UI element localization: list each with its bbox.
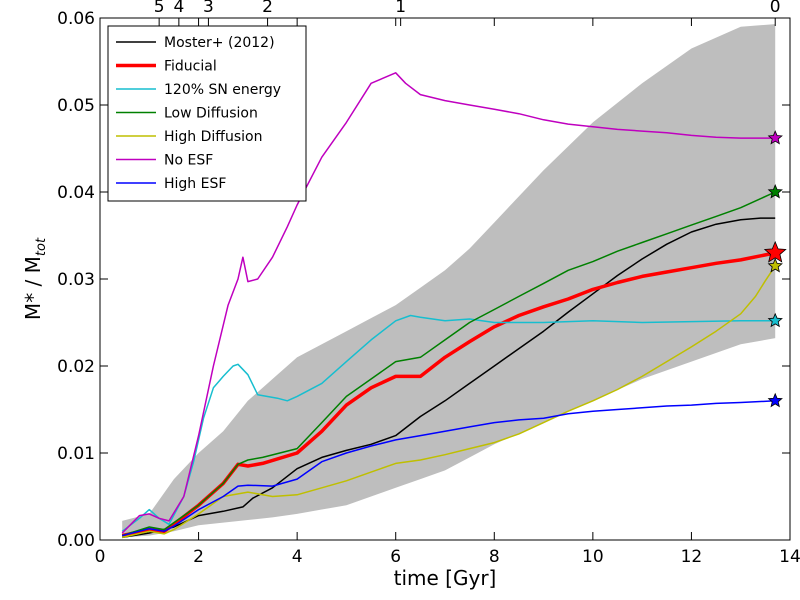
moster-scatter-band bbox=[122, 24, 776, 538]
end-star-high-esf bbox=[767, 392, 783, 408]
y-tick-label: 0.05 bbox=[57, 96, 95, 116]
redshift-tick-label: 1 bbox=[395, 0, 406, 17]
x-tick-label: 6 bbox=[390, 547, 401, 567]
y-axis-label-main: M* / M bbox=[21, 256, 45, 320]
x-tick-label: 12 bbox=[681, 547, 703, 567]
redshift-tick-label: 2 bbox=[262, 0, 273, 17]
y-tick-label: 0.02 bbox=[57, 357, 95, 377]
x-tick-label: 4 bbox=[292, 547, 303, 567]
legend-box bbox=[107, 25, 307, 202]
x-tick-label: 2 bbox=[193, 547, 204, 567]
series-line-low-diffusion bbox=[121, 191, 776, 537]
legend-label-moster-2012: Moster+ (2012) bbox=[164, 35, 275, 51]
end-star-no-esf bbox=[767, 130, 783, 145]
legend-label-high-esf: High ESF bbox=[164, 176, 226, 192]
x-tick-label: 0 bbox=[95, 547, 106, 567]
x-axis-label: time [Gyr] bbox=[394, 566, 497, 590]
series-line-moster-2012 bbox=[122, 217, 776, 539]
legend-label-120-sn-energy: 120% SN energy bbox=[164, 82, 281, 98]
x-tick-label: 10 bbox=[582, 547, 604, 567]
redshift-tick-label: 4 bbox=[173, 0, 184, 17]
legend-label-no-esf: No ESF bbox=[164, 153, 213, 169]
y-tick-label: 0.03 bbox=[57, 270, 95, 290]
end-star-high-diffusion bbox=[767, 257, 783, 273]
x-tick-label: 8 bbox=[489, 547, 500, 567]
end-star-120-sn-energy bbox=[767, 312, 783, 328]
redshift-tick-label: 3 bbox=[203, 0, 214, 17]
series-line-no-esf bbox=[121, 72, 776, 534]
end-star-low-diffusion bbox=[767, 183, 783, 199]
legend: Moster+ (2012) Fiducial 120% SN energy Low … bbox=[107, 25, 307, 202]
y-tick-label: 0.06 bbox=[57, 9, 95, 29]
x-tick-label: 14 bbox=[779, 547, 800, 567]
y-tick-label: 0.04 bbox=[57, 183, 95, 203]
y-axis-label-subscript: tot bbox=[34, 237, 49, 256]
redshift-tick-label: 5 bbox=[154, 0, 165, 17]
end-star-fiducial bbox=[763, 240, 787, 263]
y-axis-label: M* / Mtot bbox=[21, 237, 49, 320]
legend-label-fiducial: Fiducial bbox=[164, 59, 217, 75]
y-tick-label: 0.00 bbox=[57, 531, 95, 551]
redshift-tick-label: 0 bbox=[770, 0, 781, 17]
legend-label-high-diffusion: High Diffusion bbox=[164, 129, 262, 145]
y-tick-label: 0.01 bbox=[57, 444, 95, 464]
legend-label-low-diffusion: Low Diffusion bbox=[164, 106, 258, 122]
series-line-high-esf bbox=[122, 400, 776, 537]
